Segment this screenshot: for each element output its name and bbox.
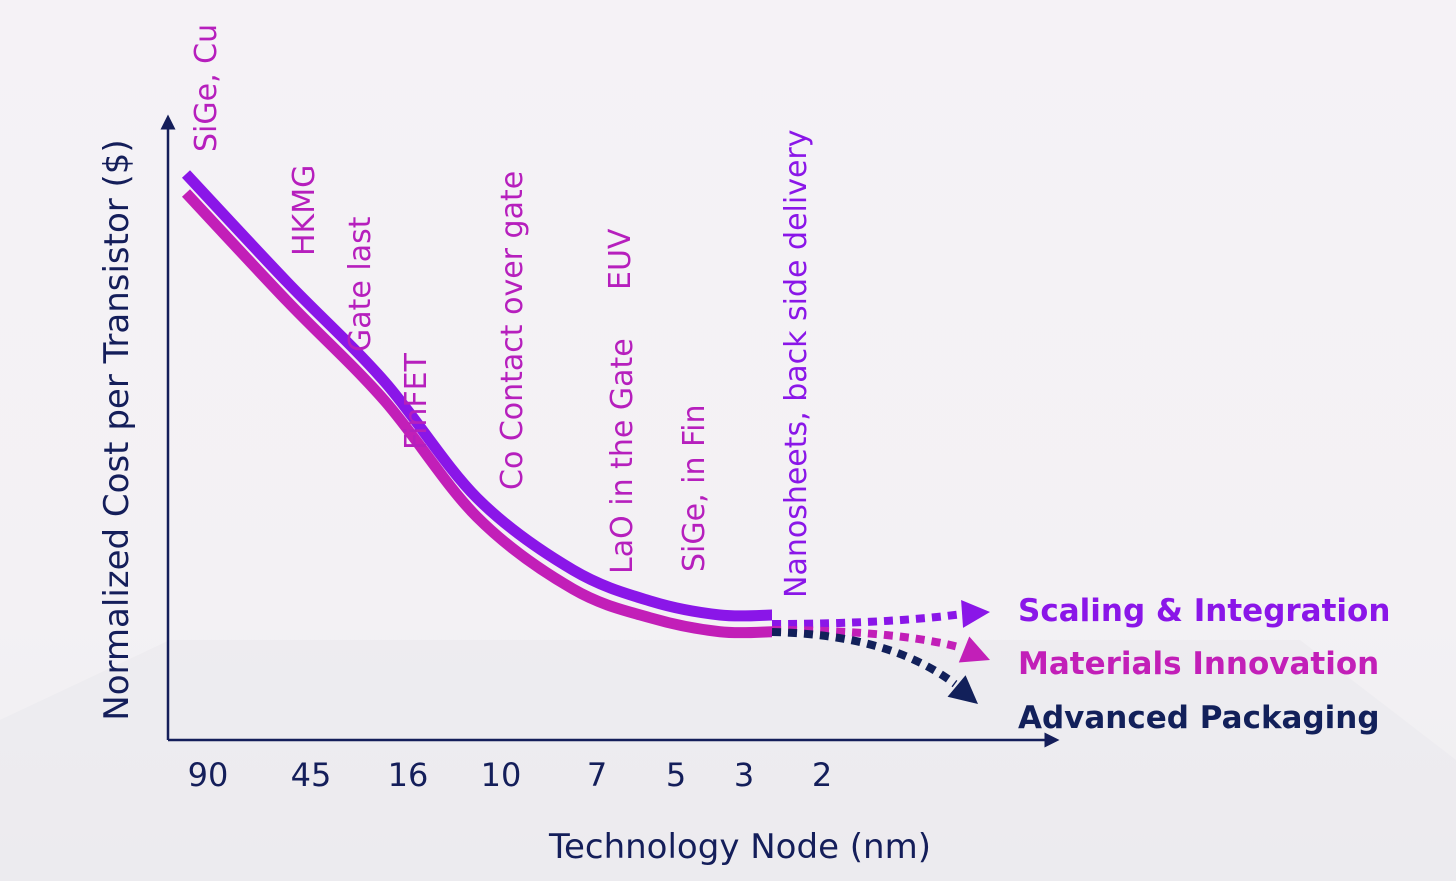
x-axis-label: Technology Node (nm) <box>548 827 931 867</box>
annotation-label: LaO in the Gate <box>605 338 640 574</box>
annotation-label: SiGe, Cu <box>189 24 224 152</box>
x-tick-label: 16 <box>388 756 429 794</box>
x-tick-label: 45 <box>291 756 332 794</box>
x-tick-label: 2 <box>812 756 832 794</box>
annotation-label: Gate last <box>343 216 378 352</box>
y-axis-label: Normalized Cost per Transistor ($) <box>97 139 137 720</box>
annotation-label: EUV <box>603 228 638 290</box>
annotation-label: Nanosheets, back side delivery <box>779 129 814 598</box>
projection-label: Materials Innovation <box>1018 646 1379 682</box>
annotation-label: FinFET <box>399 352 434 450</box>
annotation-label: SiGe, in Fin <box>677 405 712 572</box>
x-tick-label: 90 <box>188 756 229 794</box>
projection-label: Scaling & Integration <box>1018 593 1390 629</box>
x-tick-label: 5 <box>666 756 686 794</box>
annotation-label: HKMG <box>287 165 322 256</box>
projection-arrow <box>771 628 978 704</box>
background-shape <box>0 640 1456 881</box>
annotation-label: Co Contact over gate <box>495 171 530 490</box>
projection-arrow <box>771 626 990 663</box>
cost-curve <box>181 170 773 622</box>
x-tick-label: 10 <box>481 756 522 794</box>
projection-arrow <box>771 599 990 628</box>
projection-label: Advanced Packaging <box>1018 700 1380 736</box>
x-tick-label: 3 <box>734 756 754 794</box>
cost-curve <box>181 189 773 639</box>
x-tick-label: 7 <box>587 756 607 794</box>
